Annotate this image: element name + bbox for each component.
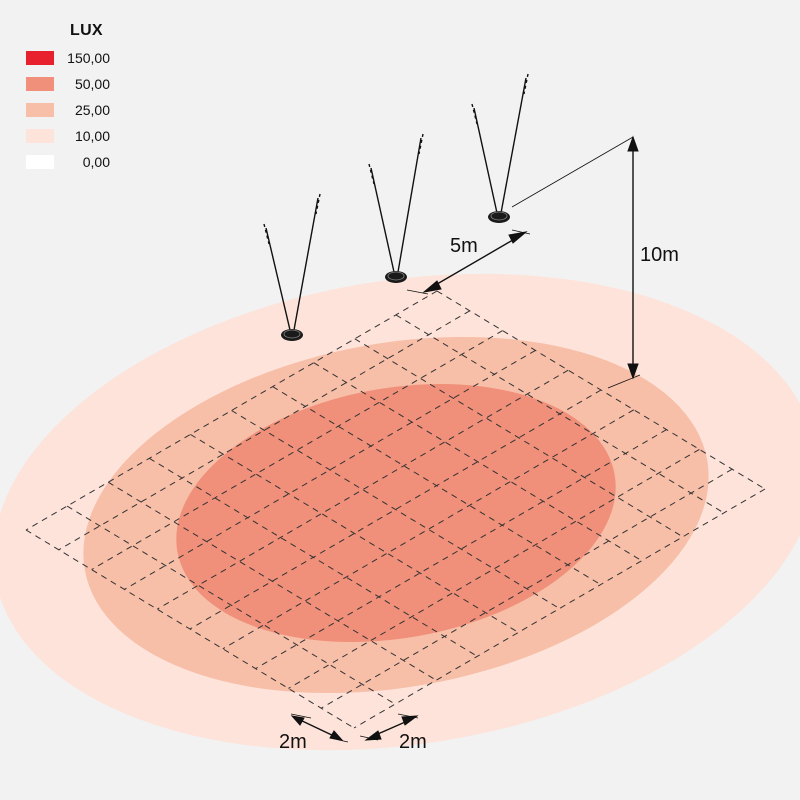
spacing-label: 5m [450, 235, 478, 257]
grid-line [320, 468, 733, 709]
legend-swatch [26, 129, 54, 143]
legend-swatch [26, 77, 54, 91]
grid-line [66, 505, 396, 705]
grid-line [288, 448, 700, 689]
legend-item-10: 10,00 [26, 128, 136, 144]
grid-line [222, 409, 635, 650]
zone-50-lux [176, 384, 616, 642]
legend-title: LUX [70, 22, 103, 39]
floor-grid [25, 290, 766, 729]
grid-line [354, 338, 684, 538]
legend-item-0: 0,00 [26, 154, 136, 170]
legend-label: 150,00 [67, 50, 110, 66]
grid-label-left: 2m [279, 731, 307, 753]
grid-dimension-right [359, 713, 419, 741]
grid-label-right: 2m [399, 731, 427, 753]
grid-line [107, 481, 437, 681]
legend-item-50: 50,00 [26, 76, 136, 92]
grid-line [91, 330, 503, 571]
height-dimension [511, 135, 641, 389]
suspension-cables [265, 77, 527, 331]
legend-item-150: 150,00 [26, 50, 136, 66]
grid-line [58, 310, 471, 551]
legend-swatch [26, 155, 54, 169]
grid-line [156, 369, 569, 610]
legend-label: 25,00 [74, 102, 110, 118]
grid-line [353, 488, 766, 729]
legend-swatch [26, 103, 54, 117]
legend-swatch [26, 51, 54, 65]
grid-line [25, 290, 438, 531]
spacing-dimension [406, 229, 531, 295]
height-label: 10m [640, 244, 679, 266]
grid-line [149, 457, 478, 657]
grid-line [124, 349, 536, 590]
grid-line [25, 529, 355, 729]
grid-line [436, 290, 766, 490]
grid-line [231, 410, 560, 609]
legend-label: 50,00 [74, 76, 110, 92]
grid-line [255, 429, 667, 670]
light-fixture-1 [281, 329, 303, 341]
grid-line [189, 389, 602, 630]
grid-line [190, 433, 519, 633]
grid-dimension-left [290, 713, 349, 743]
light-fixture-2 [385, 271, 407, 283]
legend-label: 0,00 [82, 154, 110, 170]
legend-item-25: 25,00 [26, 102, 136, 118]
light-fixture-3 [488, 211, 510, 223]
legend-label: 10,00 [74, 128, 110, 144]
grid-line [313, 362, 642, 562]
grid-line [272, 386, 601, 586]
grid-line [395, 314, 725, 514]
